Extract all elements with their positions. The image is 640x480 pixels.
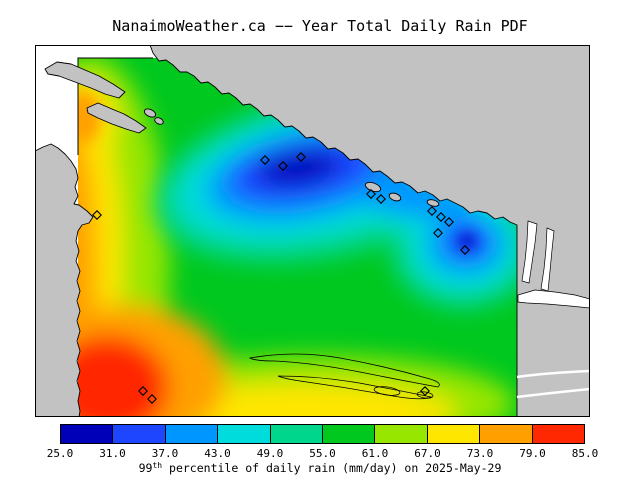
map-frame [35,45,590,417]
colorbar [60,424,585,444]
rivers [516,369,591,399]
station-marker [138,386,148,396]
colorbar-tick-label: 55.0 [309,447,336,460]
station-marker [92,210,102,220]
colorbar-tick-label: 79.0 [519,447,546,460]
colorbar-caption: 99th percentile of daily rain (mm/day) o… [0,461,640,475]
colorbar-segment [322,425,375,443]
island [44,61,126,99]
station-marker [427,206,437,216]
colorbar-segment [112,425,165,443]
colorbar-segment [531,425,585,443]
colorbar-segment [374,425,427,443]
land-masses [34,44,591,418]
station-marker [278,161,288,171]
island [86,102,147,134]
colorbar-tick-label: 31.0 [99,447,126,460]
coastal-islet-outline [416,391,434,399]
island [426,199,440,207]
station-marker [376,194,386,204]
data-region-border [77,57,153,155]
caption-superscript: th [152,461,163,470]
station-markers [92,152,470,404]
colorbar-tick-label: 73.0 [466,447,494,460]
island [154,117,164,125]
colorbar-tick-label: 49.0 [256,447,284,460]
colorbar-tick-label: 85.0 [571,447,599,460]
mainland-landmass [149,44,591,418]
colorbar-segment [217,425,270,443]
island [388,192,402,202]
colorbar-tick-label: 67.0 [414,447,441,460]
station-marker [460,245,470,255]
station-marker [296,152,306,162]
colorbar-tick-label: 25.0 [46,447,74,460]
colorbar-segment [426,425,480,443]
station-marker [260,155,270,165]
vancouver-island-landmass [34,143,94,418]
rain-map [34,44,591,418]
station-marker [147,394,157,404]
colorbar-ticks: 25.0 31.0 37.0 43.0 49.0 55.0 61.0 67.0 73.0 79.0… [47,447,599,460]
coastal-spit-outlines [248,353,440,400]
caption-percentile: 99 [138,461,153,475]
station-marker [444,217,454,227]
station-marker [436,212,446,222]
island [143,108,157,118]
river [516,369,591,379]
colorbar-segment [269,425,323,443]
station-marker [420,386,430,396]
station-marker [366,189,376,199]
coastal-spit-outline [248,353,440,388]
coastal-spit-outline [277,375,433,400]
caption-text: percentile of daily rain (mm/day) on 202… [162,461,502,475]
rain-map-canvas [34,44,591,418]
inlet [521,220,538,284]
page-title: NanaimoWeather.ca −− Year Total Daily Ra… [112,17,528,35]
colorbar-segment [164,425,218,443]
colorbar-tick-label: 43.0 [204,447,231,460]
colorbar-tick-label: 37.0 [151,447,179,460]
colorbar-tick-label: 61.0 [361,447,389,460]
colorbar-segment [479,425,532,443]
colorbar-segment [61,425,113,443]
station-marker [433,228,443,238]
river [516,387,591,399]
coastal-islet-outline [373,386,401,396]
